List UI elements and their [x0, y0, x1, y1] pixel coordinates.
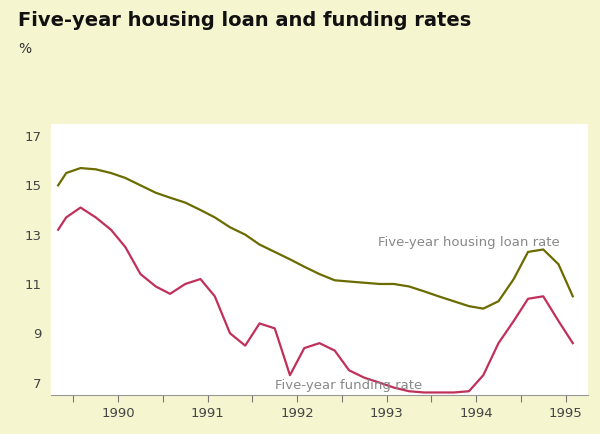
Text: Five-year housing loan rate: Five-year housing loan rate [377, 237, 559, 250]
Text: Five-year housing loan and funding rates: Five-year housing loan and funding rates [18, 11, 471, 30]
Text: %: % [18, 42, 31, 56]
Text: Five-year funding rate: Five-year funding rate [275, 379, 422, 392]
